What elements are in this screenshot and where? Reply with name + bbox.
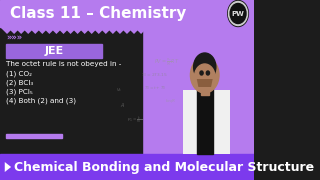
Circle shape xyxy=(190,57,219,93)
Polygon shape xyxy=(113,27,127,34)
Polygon shape xyxy=(141,27,155,34)
Text: $p_1=\frac{k}{RT}$: $p_1=\frac{k}{RT}$ xyxy=(127,114,143,126)
Polygon shape xyxy=(254,27,268,34)
Circle shape xyxy=(195,64,215,90)
Circle shape xyxy=(228,1,248,26)
Polygon shape xyxy=(148,27,162,34)
Polygon shape xyxy=(169,27,183,34)
Bar xyxy=(0,0,254,27)
Text: $T_0=273.15$: $T_0=273.15$ xyxy=(141,71,168,79)
Text: $V_s$: $V_s$ xyxy=(116,86,122,94)
Polygon shape xyxy=(197,79,213,87)
Polygon shape xyxy=(183,27,197,34)
Polygon shape xyxy=(35,27,49,34)
Polygon shape xyxy=(226,27,240,34)
Text: $T_0 = t+T_0$: $T_0 = t+T_0$ xyxy=(144,84,166,92)
Text: (2) BCl₃: (2) BCl₃ xyxy=(6,80,34,86)
Polygon shape xyxy=(162,27,176,34)
Polygon shape xyxy=(233,27,247,34)
Bar xyxy=(6,44,101,58)
Polygon shape xyxy=(176,27,190,34)
Polygon shape xyxy=(5,162,11,172)
Text: $A$: $A$ xyxy=(120,101,126,109)
Polygon shape xyxy=(240,27,254,34)
Polygon shape xyxy=(21,27,35,34)
Text: $k_{eq}R$: $k_{eq}R$ xyxy=(165,98,176,106)
Polygon shape xyxy=(261,27,275,34)
Polygon shape xyxy=(14,27,28,34)
Polygon shape xyxy=(7,27,21,34)
Polygon shape xyxy=(197,27,212,34)
Bar xyxy=(0,26,142,154)
Text: Chemical Bonding and Molecular Structure: Chemical Bonding and Molecular Structure xyxy=(14,161,315,174)
Polygon shape xyxy=(155,27,169,34)
Circle shape xyxy=(228,1,248,26)
Polygon shape xyxy=(77,27,92,34)
Circle shape xyxy=(200,71,203,75)
Polygon shape xyxy=(92,27,106,34)
Bar xyxy=(197,89,213,154)
Bar xyxy=(182,52,254,154)
Polygon shape xyxy=(28,27,42,34)
Text: (1) CO₂: (1) CO₂ xyxy=(6,71,32,77)
Circle shape xyxy=(206,71,210,75)
Circle shape xyxy=(230,3,246,24)
Text: The octet rule is not obeyed in -: The octet rule is not obeyed in - xyxy=(6,61,122,67)
Text: Class 11 – Chemistry: Class 11 – Chemistry xyxy=(10,6,186,21)
Polygon shape xyxy=(127,27,141,34)
Polygon shape xyxy=(70,27,85,34)
Polygon shape xyxy=(49,27,63,34)
Polygon shape xyxy=(204,27,219,34)
Text: PW: PW xyxy=(232,10,244,17)
Polygon shape xyxy=(134,27,148,34)
Polygon shape xyxy=(63,27,77,34)
Polygon shape xyxy=(182,90,197,154)
Bar xyxy=(0,154,254,180)
Polygon shape xyxy=(213,90,230,154)
Polygon shape xyxy=(219,27,233,34)
Text: (4) Both (2) and (3): (4) Both (2) and (3) xyxy=(6,98,76,104)
Polygon shape xyxy=(42,27,56,34)
Polygon shape xyxy=(106,27,120,34)
Polygon shape xyxy=(247,27,261,34)
Text: (3) PCl₅: (3) PCl₅ xyxy=(6,89,33,95)
Polygon shape xyxy=(56,27,70,34)
Polygon shape xyxy=(120,27,134,34)
Polygon shape xyxy=(190,27,204,34)
Polygon shape xyxy=(85,27,99,34)
Text: $PV=\frac{n_0}{M}RT$: $PV=\frac{n_0}{M}RT$ xyxy=(154,57,179,68)
Polygon shape xyxy=(99,27,113,34)
Circle shape xyxy=(194,53,216,81)
Text: JEE: JEE xyxy=(44,46,64,56)
Polygon shape xyxy=(0,27,14,34)
Bar xyxy=(201,85,209,95)
Polygon shape xyxy=(212,27,226,34)
Text: »»»: »»» xyxy=(6,33,22,42)
Bar xyxy=(142,26,254,154)
Bar xyxy=(6,134,62,138)
